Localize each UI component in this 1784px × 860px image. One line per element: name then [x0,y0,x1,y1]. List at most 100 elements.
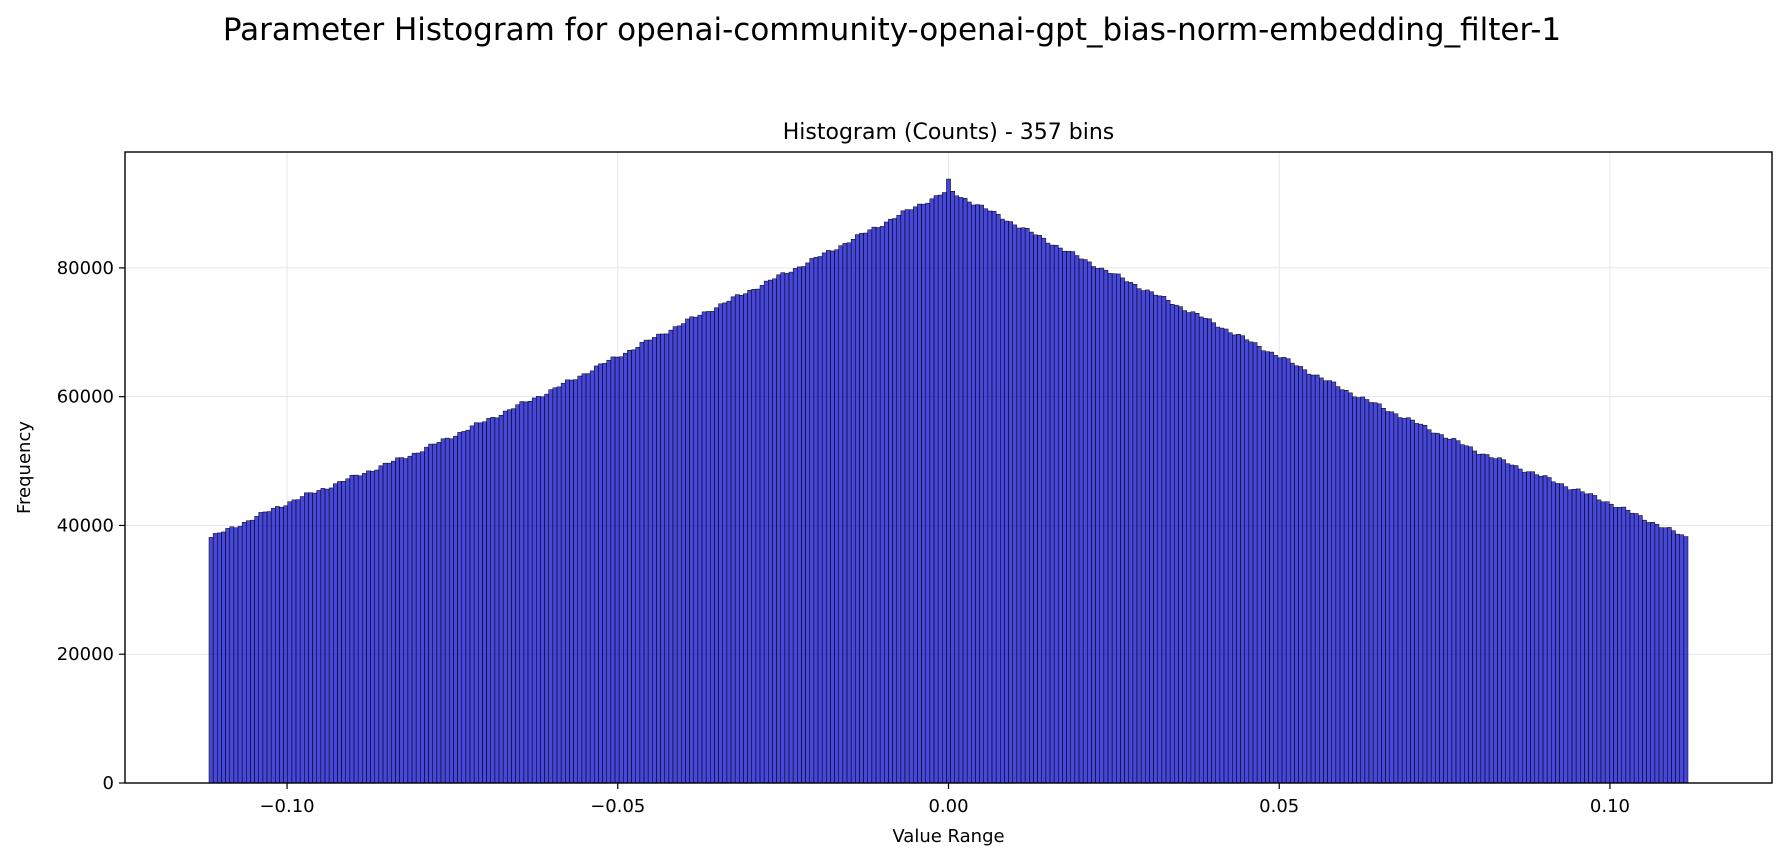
histogram-bar [283,505,288,784]
histogram-bar [304,492,309,784]
y-axis-label: Frequency [14,421,35,514]
histogram-bar [391,460,396,784]
histogram-bar [784,273,790,784]
histogram-bar [1165,299,1171,784]
histogram-bar [697,314,703,784]
histogram-bar [850,238,856,784]
histogram-bar [411,452,417,784]
histogram-bar [333,483,338,784]
histogram-bar [1314,374,1320,784]
histogram-bar [420,451,425,784]
histogram-bar [830,250,835,784]
histogram-bar [1592,495,1598,784]
x-tick-label: 0.05 [1259,796,1299,817]
histogram-bar [374,469,380,784]
histogram-bar [821,252,827,784]
histogram-bar [407,455,413,784]
histogram-bar [834,249,839,784]
histogram-bar [1455,440,1461,784]
histogram-bar [1563,486,1569,784]
histogram-bar [867,229,873,784]
histogram-bar [780,272,786,784]
histogram-bar [378,465,384,784]
histogram-bar [718,303,723,784]
histogram-bar [424,446,429,784]
histogram-bar [1120,277,1125,784]
histogram-bar [1468,446,1473,784]
histogram-bar [1621,506,1627,784]
histogram-bar [1551,481,1556,784]
chart-title: Histogram (Counts) - 357 bins [783,120,1114,145]
histogram-bar [1074,255,1080,784]
histogram-bar [1534,474,1540,784]
histogram-bar [979,204,984,784]
histogram-bar [1091,266,1096,784]
histogram-bar [241,522,247,784]
histogram-bar [581,373,587,784]
histogram-bar [917,203,922,784]
histogram-bar [1488,457,1494,784]
histogram-bar [1538,475,1544,784]
histogram-bar [1082,259,1088,784]
histogram-bar [1211,322,1216,784]
histogram-bar [929,198,935,784]
histogram-bar [921,203,926,784]
histogram-bar [1140,290,1146,784]
histogram-bar [386,462,392,784]
histogram-bar [341,481,346,784]
histogram-bar [345,478,351,784]
histogram-bar [1335,386,1341,784]
histogram-bar [1281,357,1287,784]
histogram-bar [805,262,810,784]
histogram-bar [233,527,239,784]
histogram-bar [954,195,960,784]
histogram-bar [896,215,902,784]
histogram-bar [1037,235,1042,784]
histogram-bar [763,280,769,784]
histogram-bar [1410,419,1415,784]
histogram-bar [1430,432,1436,784]
histogram-bar [453,435,458,784]
histogram-bar [1277,357,1283,784]
histogram-bar [714,307,719,784]
histogram-bar [353,474,359,784]
histogram-bar [275,506,280,784]
histogram-bar [1517,468,1523,784]
histogram-bar [900,210,906,784]
histogram-bar [817,256,823,784]
x-tick-label: 0.10 [1590,796,1630,817]
histogram-bar [1397,417,1403,784]
histogram-bar [1559,483,1564,784]
histogram-bar [685,318,690,784]
histogram-bar [1575,488,1581,784]
histogram-bar [623,352,628,784]
histogram-bar [250,519,255,784]
histogram-bar [1145,289,1150,784]
histogram-bar [1194,312,1200,784]
histogram-bars [208,178,1689,784]
histogram-bar [403,458,409,784]
histogram-bar [660,333,665,784]
histogram-bar [1174,304,1179,784]
histogram-bar [370,470,375,784]
histogram-bar [1393,413,1399,784]
histogram-bar [254,516,259,784]
histogram-bar [399,457,404,784]
histogram-bar [1526,471,1531,784]
histogram-bar [1497,457,1502,784]
histogram-bar [1389,411,1395,784]
histogram-bar [1476,454,1482,784]
histogram-bar [523,401,529,784]
histogram-bar [635,347,641,784]
histogram-bar [287,501,293,784]
histogram-bar [1103,269,1109,784]
histogram-bar [1004,220,1009,784]
histogram-bar [1058,247,1063,784]
histogram-bar [1169,304,1175,784]
histogram-bar [382,462,388,784]
histogram-bar [768,279,773,784]
histogram-bar [991,210,997,784]
histogram-bar [1348,392,1353,784]
histogram-bar [1509,464,1515,784]
histogram-bar [689,316,694,784]
